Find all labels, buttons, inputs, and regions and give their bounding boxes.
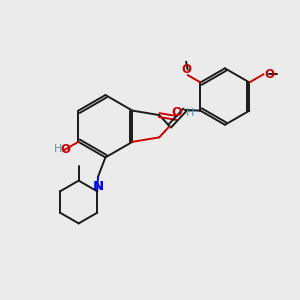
Text: N: N <box>92 180 104 193</box>
Text: O: O <box>172 106 182 119</box>
Text: H: H <box>53 144 62 154</box>
Text: H: H <box>186 109 194 118</box>
Text: O: O <box>61 143 71 156</box>
Text: O: O <box>181 63 191 76</box>
Text: O: O <box>264 68 274 81</box>
